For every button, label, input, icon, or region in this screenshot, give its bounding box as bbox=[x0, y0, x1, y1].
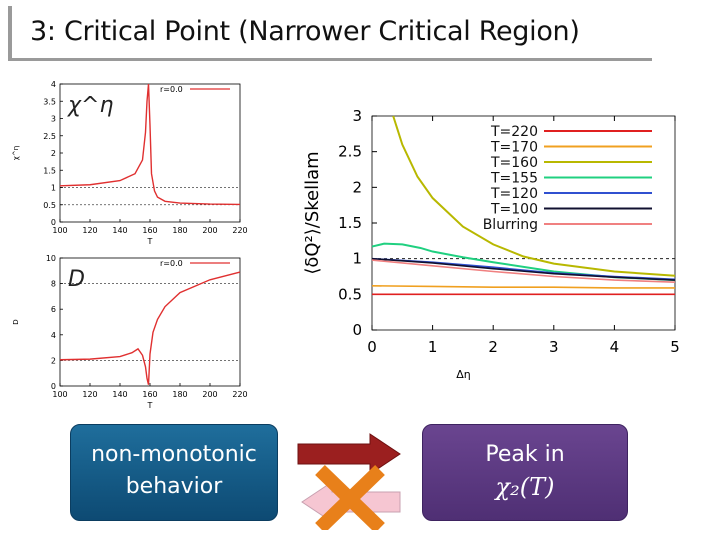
y-tick-label: 1 bbox=[51, 184, 56, 193]
left-box-line1: non-monotonic bbox=[91, 442, 257, 467]
chi-eta-chart: 100 120 140 160 180 200 220 0 0.5 1 1.5 2 2.5 3 3.5 4 Tχ… bbox=[12, 80, 248, 246]
y-tick-label: 0 bbox=[352, 321, 362, 339]
series-line bbox=[371, 257, 676, 281]
non-monotonic-box: non-monotonic behavior bbox=[70, 424, 278, 521]
panel-math-label: χ^η bbox=[67, 93, 113, 118]
y-axis-label: ⟨δQ²⟩/Skellam bbox=[302, 151, 323, 274]
y-tick-label: 0.5 bbox=[43, 201, 56, 210]
y-tick-label: 4 bbox=[51, 80, 56, 89]
x-axis-label: Δη bbox=[456, 368, 471, 381]
y-tick-label: 3.5 bbox=[43, 97, 56, 106]
d-chart: 100 120 140 160 180 200 220 0 2 4 6 8 10 T D Dr=0.0 bbox=[12, 254, 248, 410]
series-line bbox=[371, 259, 676, 284]
x-axis-label: T bbox=[147, 401, 153, 410]
x-tick-label: 5 bbox=[670, 338, 680, 356]
fluctuation-chart: 0 1 2 3 4 500.511.522.53Δη⟨δQ²⟩/SkellamT=220T… bbox=[302, 107, 680, 381]
chi2-math: χ₂(T) bbox=[495, 473, 555, 501]
x-tick-label: 3 bbox=[549, 338, 559, 356]
series-line-r0 bbox=[59, 83, 241, 206]
x-tick-label: 120 bbox=[82, 226, 97, 235]
y-tick-label: 0.5 bbox=[338, 285, 362, 303]
legend-label: T=170 bbox=[490, 140, 538, 156]
y-tick-label: 4 bbox=[51, 331, 56, 340]
y-tick-label: 2.5 bbox=[43, 132, 56, 141]
y-tick-label: 2 bbox=[51, 356, 56, 365]
x-tick-label: 2 bbox=[488, 338, 498, 356]
legend-label: r=0.0 bbox=[160, 259, 183, 268]
x-tick-label: 180 bbox=[172, 226, 187, 235]
panel-math-label: D bbox=[68, 267, 85, 292]
legend-label: Blurring bbox=[483, 217, 538, 233]
x-tick-label: 140 bbox=[112, 226, 127, 235]
y-tick-label: 2 bbox=[51, 149, 56, 158]
x-tick-label: 1 bbox=[428, 338, 438, 356]
x-tick-label: 220 bbox=[232, 226, 247, 235]
y-tick-label: 0 bbox=[51, 218, 56, 227]
x-tick-label: 160 bbox=[142, 226, 157, 235]
legend-label: T=100 bbox=[490, 202, 538, 218]
x-tick-label: 100 bbox=[52, 226, 67, 235]
y-tick-label: 3 bbox=[51, 115, 56, 124]
series-line bbox=[371, 284, 675, 289]
series-line bbox=[392, 115, 676, 277]
legend-label: T=155 bbox=[490, 171, 538, 187]
y-tick-label: 0 bbox=[51, 382, 56, 391]
right-box-text: Peak in bbox=[485, 442, 565, 467]
right-arrow-icon bbox=[297, 433, 401, 475]
x-tick-label: 140 bbox=[112, 390, 127, 399]
y-axis-side-label: χ^η bbox=[12, 146, 20, 160]
y-tick-label: 2.5 bbox=[338, 143, 362, 161]
y-tick-label: 6 bbox=[51, 305, 56, 314]
legend-label: r=0.0 bbox=[160, 85, 183, 94]
y-tick-label: 2 bbox=[352, 178, 362, 196]
legend-label: T=120 bbox=[490, 186, 538, 202]
x-tick-label: 0 bbox=[367, 338, 377, 356]
x-tick-label: 160 bbox=[142, 390, 157, 399]
x-tick-label: 180 bbox=[172, 390, 187, 399]
x-tick-label: 100 bbox=[52, 390, 67, 399]
x-tick-label: 220 bbox=[232, 390, 247, 399]
legend-label: T=220 bbox=[490, 124, 538, 140]
left-box-line2: behavior bbox=[125, 474, 223, 499]
x-tick-label: 120 bbox=[82, 390, 97, 399]
y-tick-label: 1.5 bbox=[43, 166, 56, 175]
arrows-graphic bbox=[297, 433, 401, 530]
x-tick-label: 4 bbox=[610, 338, 620, 356]
peak-in-box: Peak in χ₂(T) bbox=[422, 424, 628, 521]
x-tick-label: 200 bbox=[202, 390, 217, 399]
y-tick-label: 8 bbox=[51, 280, 56, 289]
cross-icon bbox=[315, 464, 385, 530]
y-tick-label: 10 bbox=[46, 254, 56, 263]
y-axis-side-label: D bbox=[12, 319, 20, 324]
series-line-r0 bbox=[59, 271, 241, 385]
slide-title-bar: 3: Critical Point (Narrower Critical Reg… bbox=[8, 6, 652, 61]
x-tick-label: 200 bbox=[202, 226, 217, 235]
y-tick-label: 1 bbox=[352, 250, 362, 268]
x-axis-label: T bbox=[147, 237, 153, 246]
y-tick-label: 3 bbox=[352, 107, 362, 125]
y-tick-label: 1.5 bbox=[338, 214, 362, 232]
legend-label: T=160 bbox=[490, 155, 538, 171]
slide-title: 3: Critical Point (Narrower Critical Reg… bbox=[30, 16, 580, 47]
